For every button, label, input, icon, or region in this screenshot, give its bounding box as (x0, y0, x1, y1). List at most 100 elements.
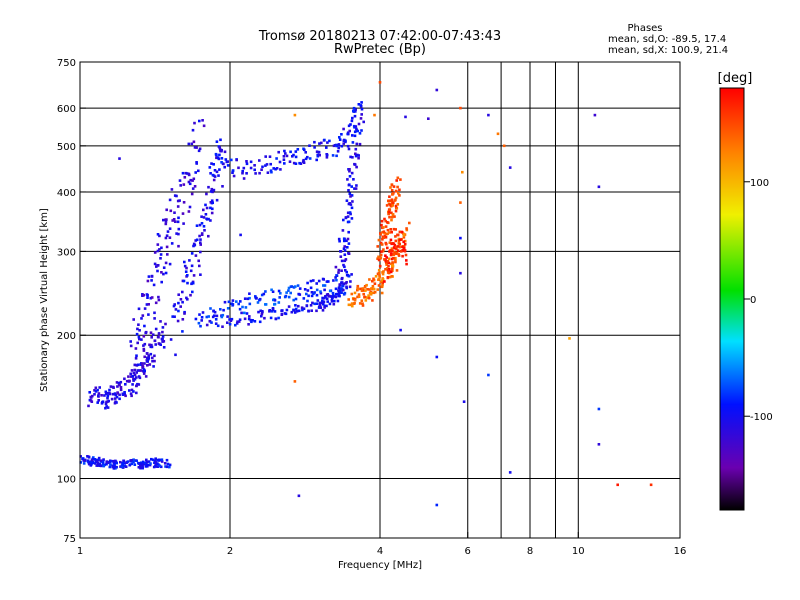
echo-point (487, 113, 490, 117)
echo-point (143, 324, 146, 328)
echo-point (385, 256, 388, 259)
echo-point (353, 302, 356, 305)
echo-point (102, 464, 105, 468)
echo-point (356, 284, 360, 288)
echo-point (277, 301, 281, 304)
echo-point (398, 245, 402, 249)
echo-point (207, 315, 210, 318)
echo-point (337, 286, 341, 290)
echo-point (381, 231, 384, 234)
echo-point (321, 296, 324, 300)
echo-point (459, 271, 462, 275)
echo-point (312, 292, 315, 296)
echo-point (216, 324, 220, 328)
echo-point (301, 308, 304, 312)
echo-point (154, 327, 158, 331)
echo-point (154, 465, 157, 468)
echo-point (197, 321, 201, 325)
echo-point (210, 211, 214, 215)
echo-point (177, 309, 180, 313)
echo-point (211, 173, 215, 177)
echo-point (135, 332, 139, 336)
echo-point (357, 293, 361, 296)
echo-point (340, 259, 344, 263)
echo-point (115, 461, 118, 465)
axis-ticks: 1 2 4 6 8 10 16 75 100 200 300 400 500 600 750 (57, 58, 686, 557)
echo-point (350, 302, 354, 305)
echo-point (435, 88, 439, 92)
echo-point (399, 178, 402, 181)
echo-point (377, 268, 381, 272)
echo-point (161, 335, 165, 338)
echo-point (322, 302, 325, 306)
echo-point (306, 155, 309, 159)
echo-point (173, 303, 176, 306)
echo-point (353, 299, 357, 302)
echo-point (141, 460, 145, 464)
echo-point (79, 455, 82, 458)
echo-point (223, 165, 226, 169)
echo-point (205, 192, 208, 196)
echo-point (157, 295, 160, 299)
echo-point (130, 369, 134, 372)
echo-point (293, 113, 297, 117)
echo-point (343, 291, 347, 295)
echo-point (142, 347, 146, 351)
echo-point (90, 400, 94, 403)
echo-point (151, 359, 154, 363)
echo-point (356, 295, 359, 299)
echo-point (266, 171, 270, 174)
echo-point (210, 199, 214, 202)
echo-point (404, 253, 408, 257)
echo-point (386, 276, 390, 279)
echo-point (111, 465, 114, 469)
echo-point (326, 300, 329, 303)
chart-title: Tromsø 20180213 07:42:00-07:43:43 (258, 29, 501, 44)
echo-point (403, 239, 407, 243)
echo-point (343, 239, 346, 243)
echo-point (209, 172, 212, 175)
echo-point (149, 296, 153, 300)
echo-point (487, 373, 490, 377)
echo-point (105, 400, 108, 404)
echo-point (116, 392, 120, 395)
echo-point (349, 280, 352, 283)
echo-point (294, 162, 298, 165)
echo-point (337, 271, 340, 274)
echo-point (345, 199, 349, 202)
echo-point (396, 203, 400, 206)
echo-point (302, 297, 306, 300)
echo-point (179, 184, 182, 187)
echo-point (238, 318, 242, 321)
echo-point (399, 250, 403, 253)
echo-point (508, 166, 512, 169)
echo-point (96, 464, 100, 467)
echo-point (175, 232, 178, 235)
echo-point (215, 170, 219, 174)
echo-point (402, 233, 406, 236)
echo-point (215, 314, 219, 318)
x-tick-label: 2 (227, 546, 233, 557)
echo-point (132, 390, 135, 393)
echo-point (348, 175, 352, 178)
echo-point (258, 171, 261, 175)
echo-point (360, 101, 363, 104)
echo-point (159, 343, 162, 346)
echo-point (315, 309, 318, 313)
echo-point (90, 458, 94, 462)
echo-point (194, 317, 198, 321)
echo-point (280, 313, 284, 316)
echo-point (93, 462, 97, 465)
echo-point (315, 282, 318, 285)
echo-point (132, 460, 135, 464)
echo-point (385, 263, 388, 266)
echo-point (346, 211, 350, 215)
echo-point (179, 298, 183, 301)
echo-point (395, 252, 398, 255)
echo-point (354, 152, 357, 156)
echo-point (401, 245, 404, 249)
echo-point (137, 323, 140, 326)
echo-point (96, 388, 99, 392)
echo-point (379, 257, 382, 260)
echo-point (348, 285, 352, 289)
